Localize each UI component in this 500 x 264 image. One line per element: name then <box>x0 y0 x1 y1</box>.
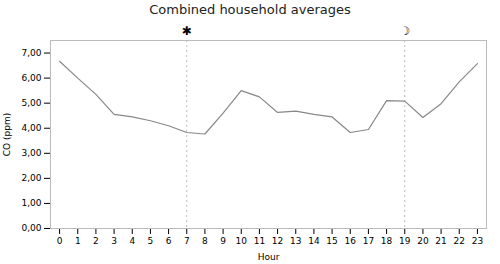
svg-text:✱: ✱ <box>182 24 192 38</box>
svg-text:0: 0 <box>57 236 63 246</box>
svg-text:2,00: 2,00 <box>21 173 41 183</box>
svg-text:5,00: 5,00 <box>21 98 41 108</box>
svg-text:1,00: 1,00 <box>21 198 41 208</box>
svg-text:6: 6 <box>166 236 172 246</box>
svg-text:0,00: 0,00 <box>21 223 41 233</box>
svg-text:23: 23 <box>472 236 483 246</box>
svg-text:9: 9 <box>220 236 226 246</box>
svg-text:8: 8 <box>202 236 208 246</box>
html-text:Combined household averages: Combined household averages <box>149 2 351 17</box>
svg-text:4: 4 <box>129 236 135 246</box>
svg-text:18: 18 <box>381 236 393 246</box>
svg-text:11: 11 <box>254 236 265 246</box>
svg-text:3,00: 3,00 <box>21 148 41 158</box>
svg-text:10: 10 <box>236 236 248 246</box>
svg-text:6,00: 6,00 <box>21 73 41 83</box>
svg-text:7,00: 7,00 <box>21 48 41 58</box>
svg-text:7: 7 <box>184 236 190 246</box>
svg-text:☽: ☽ <box>399 24 410 38</box>
svg-text:15: 15 <box>326 236 337 246</box>
svg-text:4,00: 4,00 <box>21 123 41 133</box>
svg-text:22: 22 <box>454 236 465 246</box>
svg-text:1: 1 <box>75 236 81 246</box>
svg-text:13: 13 <box>290 236 301 246</box>
svg-text:2: 2 <box>93 236 99 246</box>
svg-text:19: 19 <box>399 236 411 246</box>
svg-text:17: 17 <box>363 236 374 246</box>
svg-text:Hour: Hour <box>258 252 280 262</box>
svg-text:20: 20 <box>417 236 429 246</box>
svg-text:5: 5 <box>148 236 154 246</box>
svg-text:14: 14 <box>308 236 320 246</box>
svg-text:21: 21 <box>435 236 446 246</box>
svg-text:16: 16 <box>345 236 357 246</box>
svg-text:CO (ppm): CO (ppm) <box>2 113 12 156</box>
svg-text:3: 3 <box>111 236 117 246</box>
svg-text:12: 12 <box>272 236 283 246</box>
